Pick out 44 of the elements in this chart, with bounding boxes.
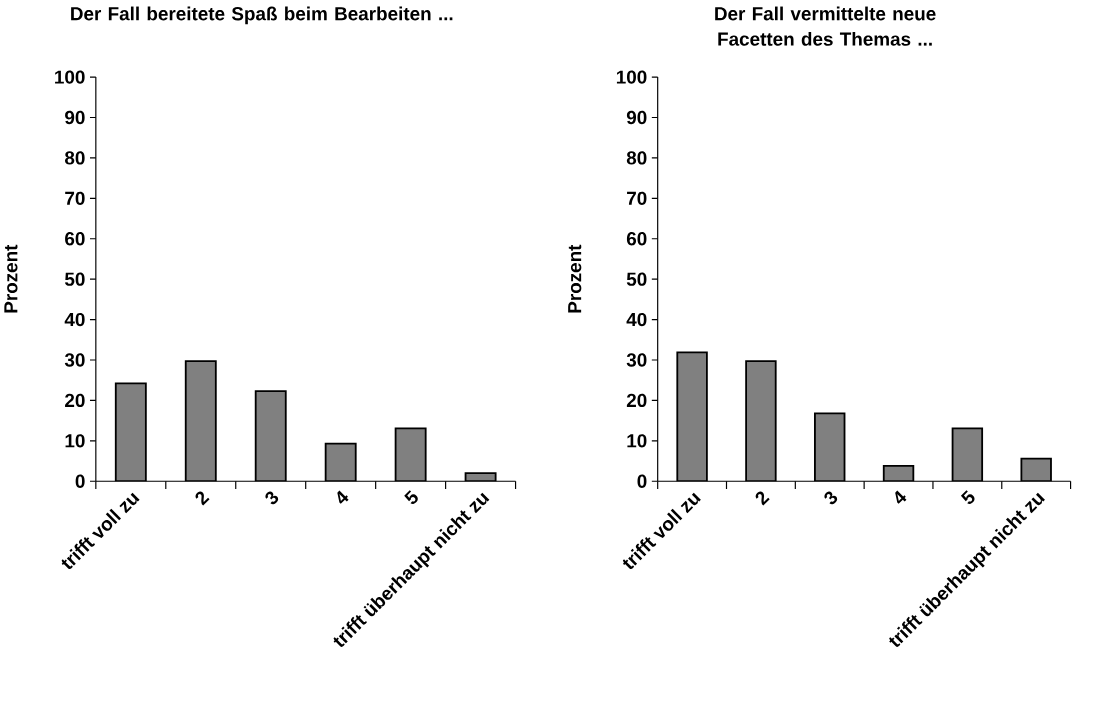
y-tick-label: 0 xyxy=(75,474,85,489)
x-tick-label: 3 xyxy=(824,491,838,505)
y-tick-label: 100 xyxy=(616,70,647,84)
x-tick-label: 5 xyxy=(404,490,418,505)
y-tick-label: 50 xyxy=(64,272,85,286)
x-tick-label: trifft voll zu xyxy=(622,492,701,570)
y-tick-label: 80 xyxy=(64,151,85,165)
x-tick-label: 2 xyxy=(195,491,210,506)
y-tick-label: 40 xyxy=(626,313,647,327)
bar xyxy=(114,382,147,482)
y-tick-label: 100 xyxy=(55,70,85,84)
y-tick-label: 70 xyxy=(627,191,647,206)
x-tick-label: trifft voll zu xyxy=(61,492,140,570)
bar xyxy=(676,351,708,482)
bar xyxy=(951,427,984,482)
y-tick-label: 40 xyxy=(64,313,85,327)
bar xyxy=(254,390,287,482)
y-tick-label: 30 xyxy=(64,353,85,367)
y-tick-label: 60 xyxy=(65,232,85,246)
y-tick-label: 30 xyxy=(626,353,647,367)
y-tick-label: 50 xyxy=(626,272,647,286)
y-tick-label: 80 xyxy=(626,151,647,165)
y-tick-label: 90 xyxy=(65,110,85,125)
y-axis-title: Prozent xyxy=(4,244,18,313)
bar xyxy=(394,427,427,482)
x-tick-label: 3 xyxy=(265,491,279,505)
y-axis-title: Prozent xyxy=(568,244,582,313)
y-tick-label: 10 xyxy=(627,434,647,448)
y-tick-label: 20 xyxy=(626,393,647,408)
x-tick-label: 4 xyxy=(895,490,907,504)
x-tick-label: 2 xyxy=(755,491,770,506)
y-tick-label: 20 xyxy=(65,393,85,408)
bar xyxy=(184,360,217,482)
bar xyxy=(814,412,846,482)
x-tick-label: 5 xyxy=(960,490,975,505)
bar xyxy=(745,360,777,482)
y-tick-label: 90 xyxy=(626,110,647,125)
y-tick-label: 10 xyxy=(65,434,85,448)
y-tick-label: 70 xyxy=(65,191,85,206)
chart-title: Der Fall bereitete Spaß beim Bearbeiten ... xyxy=(71,6,453,25)
chart-title: Der Fall vermittelte neue Facetten des Themas ... xyxy=(715,6,936,46)
x-tick-label: 4 xyxy=(337,490,349,504)
y-tick-label: 60 xyxy=(626,232,647,246)
y-tick-label: 0 xyxy=(637,474,647,489)
